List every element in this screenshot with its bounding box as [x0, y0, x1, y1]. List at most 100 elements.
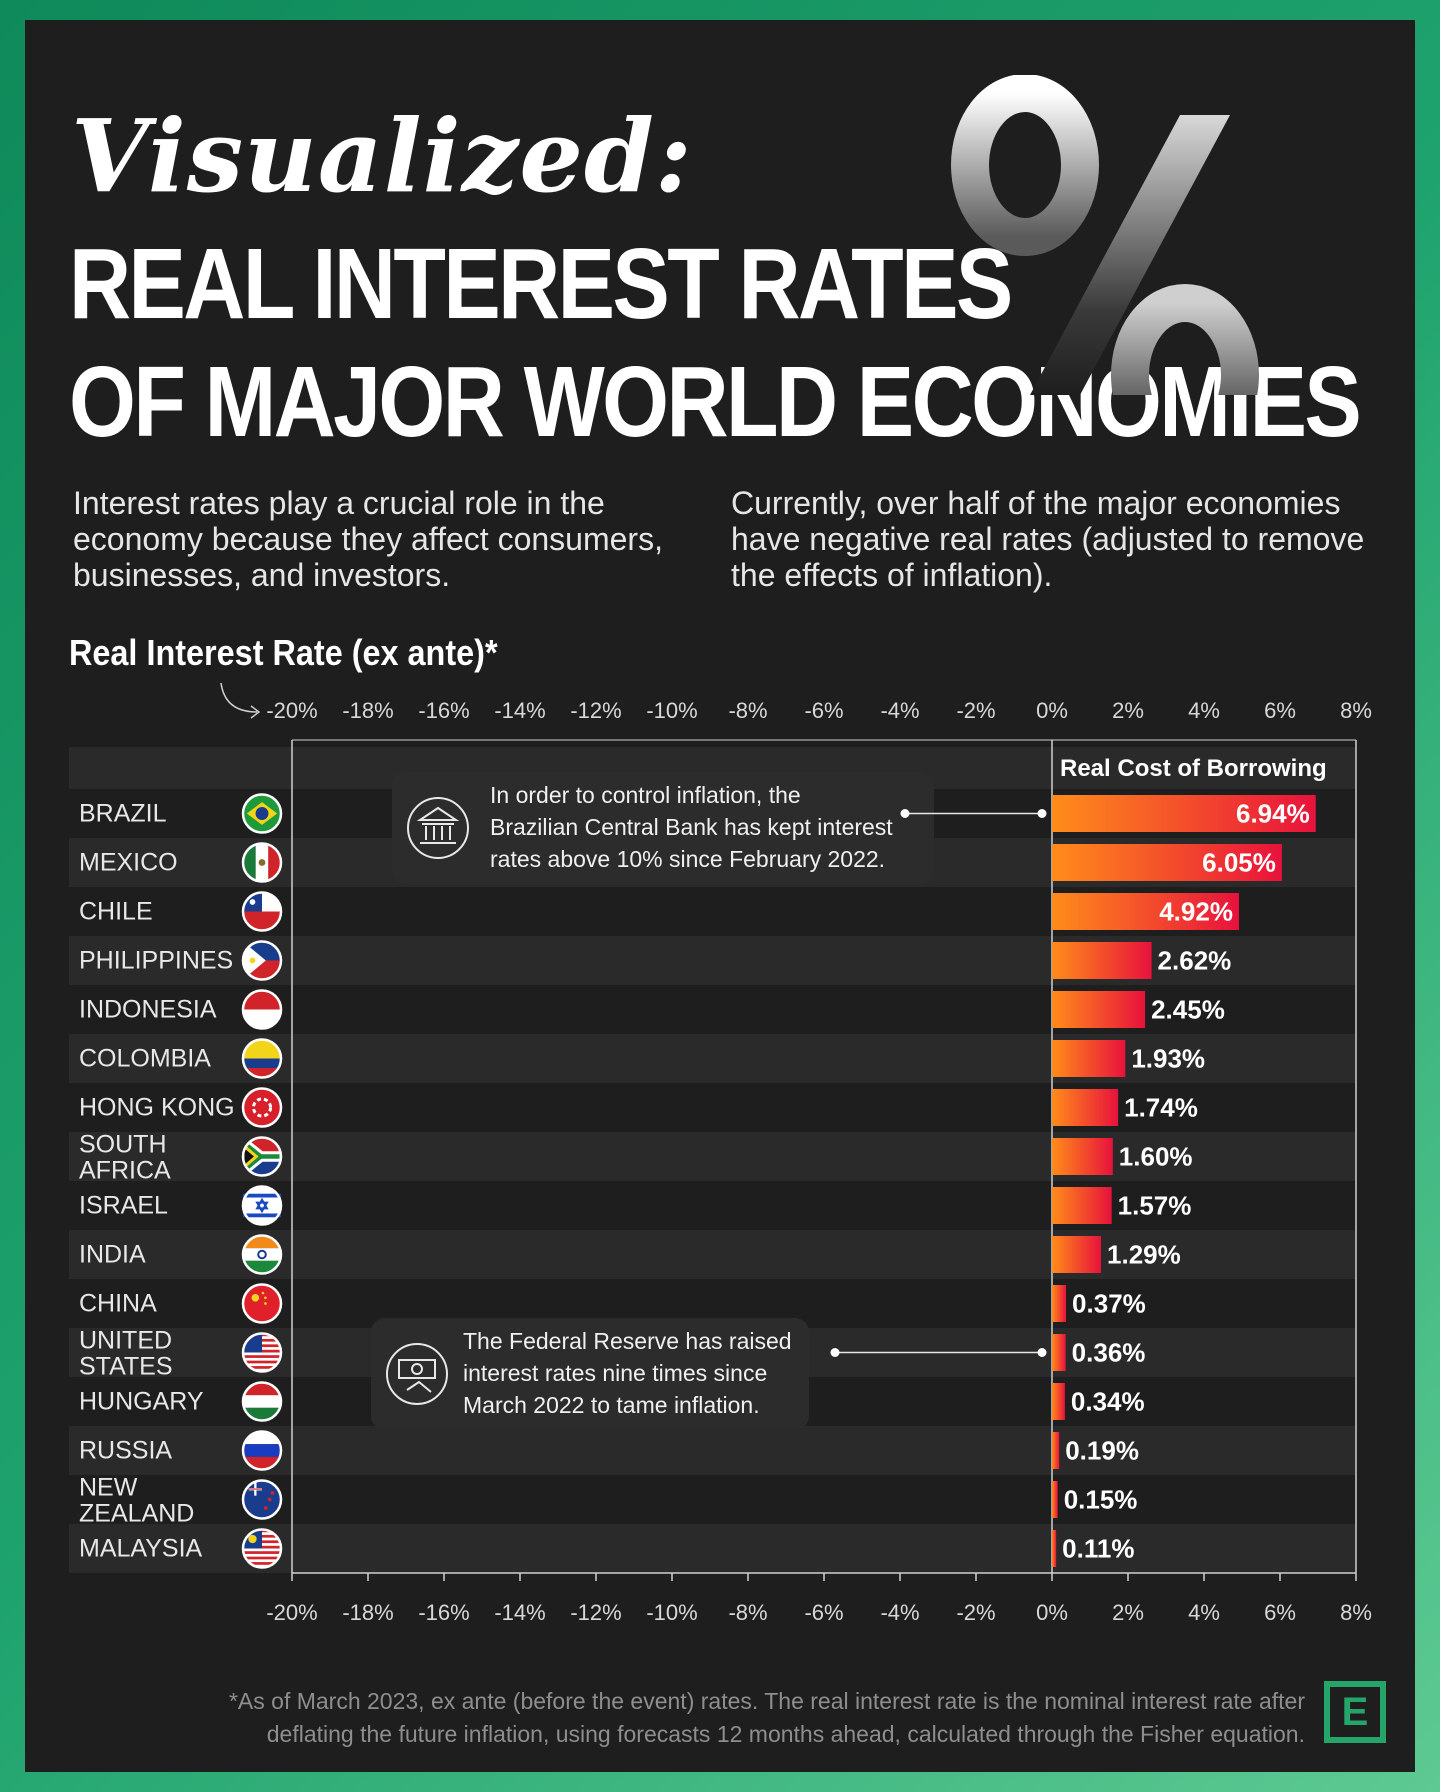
x-tick-label-top: -2% — [956, 698, 995, 723]
colombia-flag-icon — [243, 1039, 281, 1078]
flag-border — [241, 940, 283, 981]
country-label: UNITED STATES — [79, 1327, 173, 1381]
china-flag-icon — [243, 1284, 281, 1323]
annotation-text: The Federal Reserve has raised interest r… — [463, 1328, 792, 1418]
x-tick-label-bottom: 0% — [1036, 1600, 1068, 1625]
kicker: Visualized: — [71, 97, 693, 215]
country-label: ISRAEL — [79, 1192, 168, 1220]
value-label: 0.37% — [1072, 1289, 1146, 1319]
chile-flag-icon — [243, 892, 281, 931]
bank-icon — [407, 797, 469, 859]
intro-left: Interest rates play a crucial role in th… — [73, 485, 663, 593]
bar — [1052, 844, 1282, 881]
country-label: NEW ZEALAND — [79, 1474, 194, 1528]
x-tick-label-bottom: -10% — [646, 1600, 697, 1625]
country-label: CHILE — [79, 898, 153, 926]
hong-kong-flag-icon — [243, 1088, 281, 1127]
country-label: BRAZIL — [79, 800, 167, 828]
value-label: 0.34% — [1071, 1387, 1145, 1417]
bar — [1052, 1481, 1058, 1518]
x-tick-label-bottom: -20% — [266, 1600, 317, 1625]
value-label: 1.60% — [1119, 1142, 1193, 1172]
bar — [1052, 893, 1239, 930]
x-tick-label-top: -10% — [646, 698, 697, 723]
bar — [1052, 1040, 1126, 1077]
x-tick-label-top: -12% — [570, 698, 621, 723]
arrow-head-icon — [250, 705, 261, 719]
row-band — [69, 1230, 1356, 1279]
row-band — [69, 1132, 1356, 1181]
country-label: COLOMBIA — [79, 1045, 211, 1073]
russia-flag-icon — [243, 1431, 281, 1470]
row-band — [69, 1426, 1356, 1475]
bar — [1052, 1383, 1065, 1420]
leader-dot — [1037, 1348, 1047, 1357]
x-tick-label-top: -8% — [728, 698, 767, 723]
bar — [1052, 1530, 1057, 1567]
x-tick-label-top: 8% — [1340, 698, 1372, 723]
bar — [1052, 1285, 1067, 1322]
south-africa-flag-icon — [243, 1137, 281, 1176]
flag-border — [241, 1479, 283, 1520]
x-tick-label-top: 6% — [1264, 698, 1296, 723]
x-tick-label-bottom: -12% — [570, 1600, 621, 1625]
x-tick-label-bottom: 6% — [1264, 1600, 1296, 1625]
value-label: 2.62% — [1158, 946, 1232, 976]
publisher-logo: E — [1324, 1681, 1386, 1743]
bar — [1052, 1334, 1066, 1371]
x-tick-label-top: -16% — [418, 698, 469, 723]
value-label: 0.36% — [1072, 1338, 1146, 1368]
country-label: SOUTH AFRICA — [79, 1131, 171, 1185]
flag-border — [241, 1283, 283, 1324]
bar — [1052, 1432, 1060, 1469]
x-tick-label-top: -20% — [266, 698, 317, 723]
x-tick-label-top: 4% — [1188, 698, 1220, 723]
row-band — [69, 1034, 1356, 1083]
flag-border — [241, 793, 283, 834]
row-band — [69, 1524, 1356, 1573]
flag-border — [241, 1038, 283, 1079]
country-label: MEXICO — [79, 849, 178, 877]
flag-border — [241, 1234, 283, 1275]
x-tick-label-top: 2% — [1112, 698, 1144, 723]
value-label: 1.57% — [1118, 1191, 1192, 1221]
value-label: 4.92% — [1159, 897, 1233, 927]
coin-icon — [411, 1363, 423, 1375]
value-label: 6.94% — [1236, 799, 1310, 829]
new-zealand-flag-icon — [243, 1480, 281, 1519]
positive-zone-label: Real Cost of Borrowing — [1060, 755, 1327, 782]
brazil-flag-icon — [243, 794, 281, 833]
x-tick-label-top: 0% — [1036, 698, 1068, 723]
flag-border — [241, 1430, 283, 1471]
leader-dot — [1037, 809, 1047, 818]
value-label: 2.45% — [1151, 995, 1225, 1025]
country-label: INDONESIA — [79, 996, 217, 1024]
percent-icon — [951, 75, 1259, 395]
bar — [1052, 991, 1146, 1028]
value-label: 1.93% — [1131, 1044, 1205, 1074]
flag-border — [241, 1528, 283, 1569]
x-tick-label-bottom: -6% — [804, 1600, 843, 1625]
flag-border — [241, 1087, 283, 1128]
value-label: 1.74% — [1124, 1093, 1198, 1123]
money-hand-icon-shape — [398, 1359, 436, 1393]
x-tick-label-top: -14% — [494, 698, 545, 723]
x-tick-label-bottom: -16% — [418, 1600, 469, 1625]
country-label: RUSSIA — [79, 1437, 172, 1465]
x-tick-label-top: -6% — [804, 698, 843, 723]
flag-border — [241, 891, 283, 932]
value-label: 1.29% — [1107, 1240, 1181, 1270]
flag-border — [241, 1332, 283, 1373]
headline-line-1: REAL INTEREST RATES — [69, 228, 1013, 340]
x-tick-label-top: -4% — [880, 698, 919, 723]
footnote: *As of March 2023, ex ante (before the e… — [228, 1688, 1305, 1747]
x-tick-label-bottom: -2% — [956, 1600, 995, 1625]
country-label: HONG KONG — [79, 1094, 235, 1122]
flag-border — [241, 842, 283, 883]
bar-chart: -20% -20% -18% -18% -16% -16% -14% -14% -12% -12%… — [69, 682, 1372, 1625]
flag-border — [241, 1185, 283, 1226]
bar — [1052, 942, 1152, 979]
leader-dot — [900, 809, 910, 818]
israel-flag-icon — [243, 1186, 281, 1225]
bar — [1052, 1236, 1102, 1273]
